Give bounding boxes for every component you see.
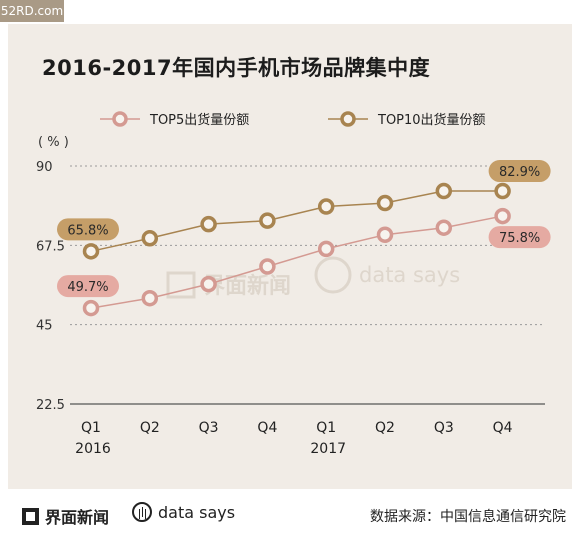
x-tick-label: Q4 [257,420,277,436]
data-point [141,289,159,307]
footer: 界面新闻 data says 数据来源：中国信息通信研究院 [0,489,580,539]
data-point [141,230,159,247]
footer-data-says: data says [132,502,235,522]
data-says-icon [132,502,152,522]
data-label: 82.9% [499,165,540,180]
y-axis-unit-label: ( % ) [38,135,69,150]
legend-label: TOP10出货量份额 [377,112,486,128]
legend-label: TOP5出货量份额 [149,112,249,128]
data-label-badge [57,275,119,298]
data-point [200,215,217,233]
x-tick-label: Q1 [81,420,101,436]
series-line [90,215,503,309]
data-point [494,207,511,225]
x-tick-label: Q3 [199,420,219,436]
series-line [90,190,503,253]
data-point [82,243,100,260]
watermark-brand: 界面新闻 [203,273,291,299]
watermark-data-says: data says [359,263,460,287]
data-label-badge [57,218,119,241]
x-tick-label: Q4 [493,420,513,436]
legend-marker [340,111,356,127]
data-point [317,198,335,215]
data-point [435,219,453,236]
footer-brand-label: 界面新闻 [45,508,110,527]
data-label-badge [488,226,551,249]
chart-card [8,24,572,489]
data-point [200,275,217,293]
data-label-badge [488,160,551,183]
data-label: 65.8% [67,223,108,238]
site-watermark-tag: 52RD.com [0,0,64,22]
data-label: 49.7% [67,280,108,295]
watermark-logo-icon [166,271,196,299]
data-label: 75.8% [499,231,540,246]
data-point [376,194,394,212]
data-point [259,212,276,229]
data-point [259,258,276,275]
chart-title: 2016-2017年国内手机市场品牌集中度 [42,56,431,80]
data-point [494,182,511,200]
y-tick-label: 90 [36,160,53,175]
x-tick-label: Q2 [140,420,160,436]
data-point [82,299,100,317]
data-point [376,226,394,244]
footer-data-says-label: data says [158,502,236,522]
data-point [435,182,453,200]
jiemian-logo-icon [22,507,39,525]
data-point [317,240,335,258]
x-tick-label: Q1 [316,420,336,436]
x-tick-label: Q2 [375,420,395,436]
y-tick-label: 67.5 [36,239,65,254]
legend-marker [112,111,128,127]
watermark-data-says-icon [314,256,352,294]
x-year-label: 2016 [75,441,111,457]
y-tick-label: 45 [36,319,53,334]
footer-brand: 界面新闻 [22,504,109,528]
footer-source: 数据来源：中国信息通信研究院 [370,509,566,525]
y-tick-label: 22.5 [36,398,65,413]
x-tick-label: Q3 [434,420,454,436]
x-year-label: 2017 [310,441,346,457]
